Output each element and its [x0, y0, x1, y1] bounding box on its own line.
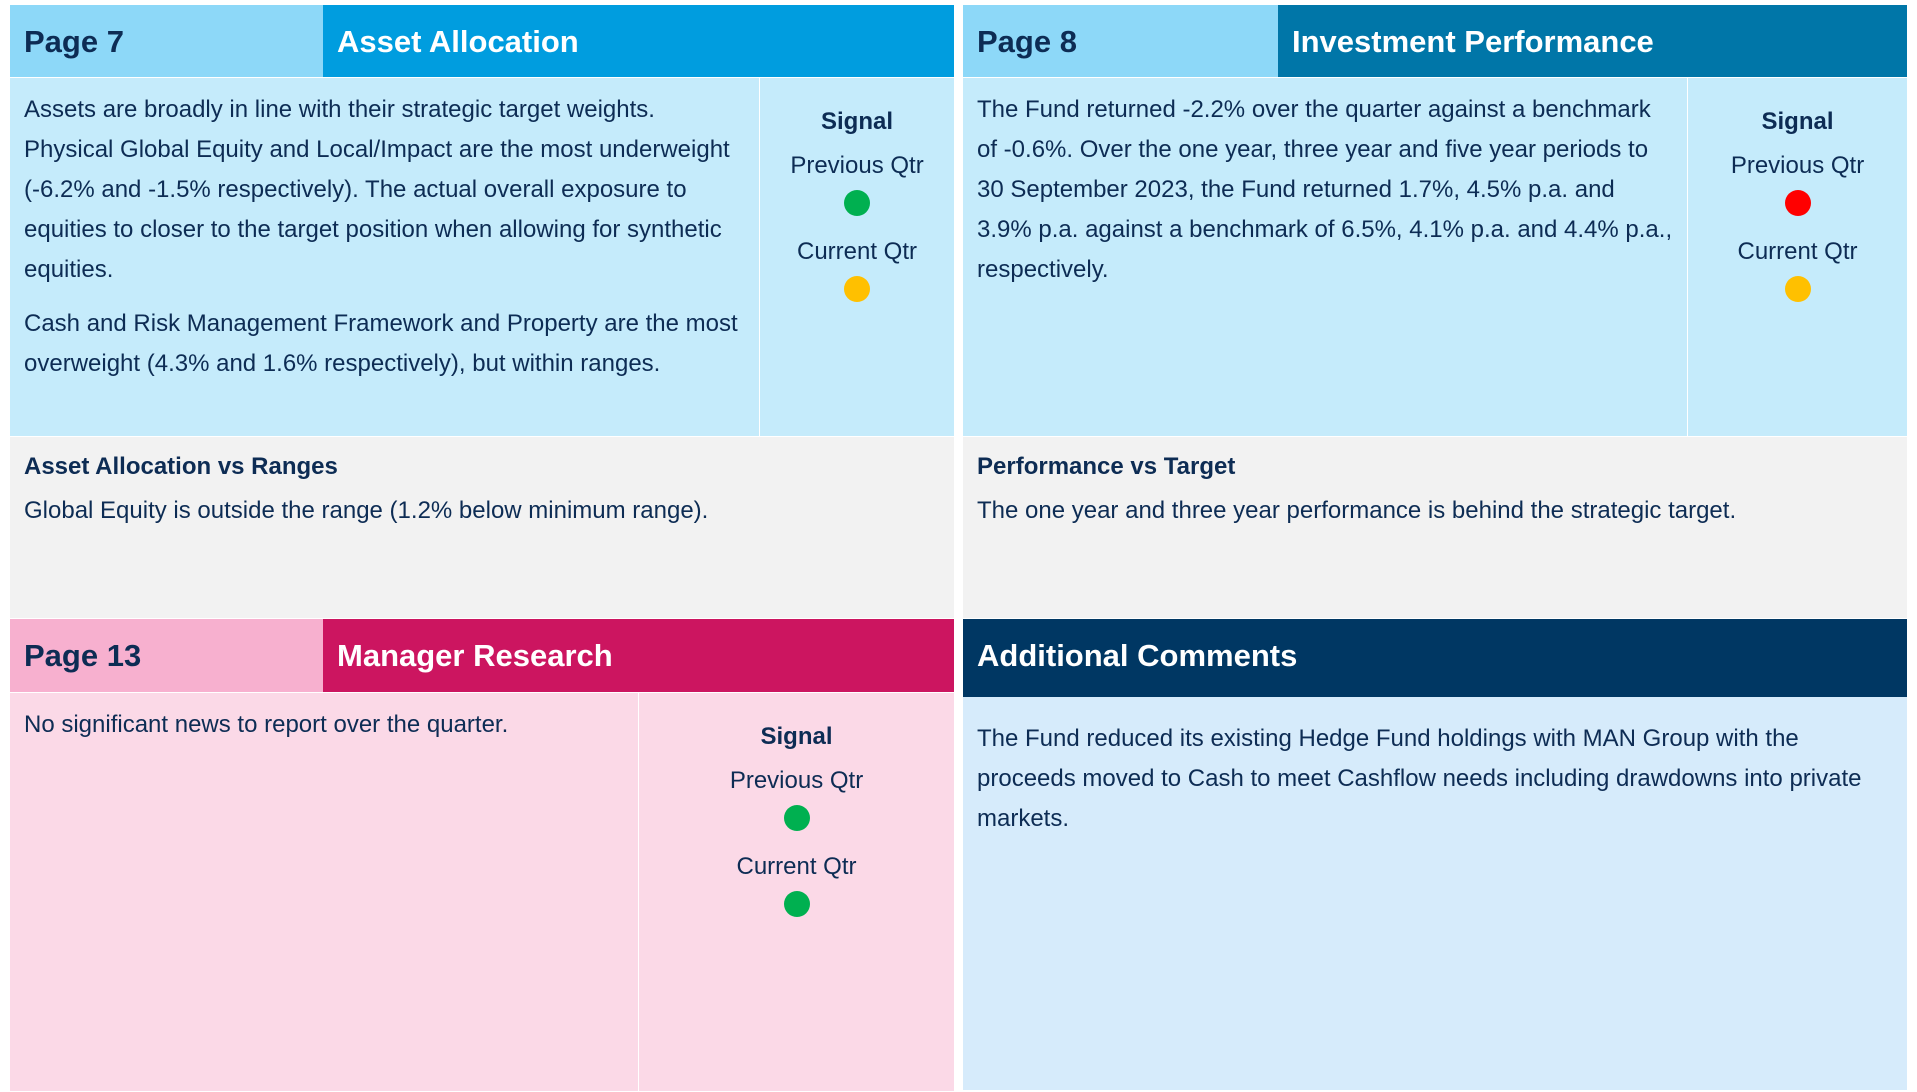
previous-signal	[844, 190, 870, 216]
page-label: Page 13	[10, 619, 323, 692]
current-label: Current Qtr	[1737, 238, 1858, 265]
current-signal	[783, 891, 810, 917]
body-text: The Fund returned -2.2% over the quarter…	[963, 78, 1687, 436]
current-signal	[1784, 276, 1811, 302]
signal-heading: Signal	[1761, 108, 1834, 135]
body-text: Assets are broadly in line with their st…	[10, 78, 759, 436]
sub-heading: Asset Allocation vs Ranges	[24, 453, 338, 480]
sub-text: The one year and three year performance …	[977, 497, 1737, 524]
previous-signal	[1784, 190, 1811, 216]
header-title: Manager Research	[323, 619, 954, 692]
current-label: Current Qtr	[796, 238, 918, 265]
header-title: Asset Allocation	[323, 5, 954, 77]
sub-section: Asset Allocation vs Ranges Global Equity …	[10, 437, 954, 618]
paragraph: The Fund returned -2.2% over the quarter…	[977, 96, 1673, 283]
signal-panel: Signal Previous Qtr Current Qtr	[1688, 78, 1907, 436]
comment-text: The Fund reduced its existing Hedge Fund…	[963, 697, 1907, 1090]
signal-panel: Signal Previous Qtr Current Qtr	[639, 693, 954, 1091]
sub-section: Performance vs Target The one year and th…	[963, 437, 1907, 618]
previous-label: Previous Qtr	[729, 767, 864, 794]
header-title: Investment Performance	[1278, 5, 1907, 77]
sub-heading: Performance vs Target	[977, 453, 1236, 480]
signal-heading: Signal	[820, 108, 893, 135]
signal-panel: Signal Previous Qtr Current Qtr	[760, 78, 954, 436]
previous-signal	[783, 805, 810, 831]
paragraph: Cash and Risk Management Framework and P…	[24, 310, 738, 377]
current-signal	[844, 276, 870, 302]
sub-text: Global Equity is outside the range (1.2%…	[24, 497, 709, 524]
page-label: Page 7	[10, 5, 323, 77]
paragraph: Assets are broadly in line with their st…	[24, 96, 730, 283]
header-title: Additional Comments	[963, 619, 1907, 697]
paragraph: No significant news to report over the q…	[24, 711, 509, 738]
previous-label: Previous Qtr	[1730, 152, 1865, 179]
signal-heading: Signal	[760, 723, 833, 750]
previous-label: Previous Qtr	[790, 152, 924, 179]
current-label: Current Qtr	[736, 853, 857, 880]
page-label: Page 8	[963, 5, 1278, 77]
body-text: No significant news to report over the q…	[10, 693, 638, 1091]
